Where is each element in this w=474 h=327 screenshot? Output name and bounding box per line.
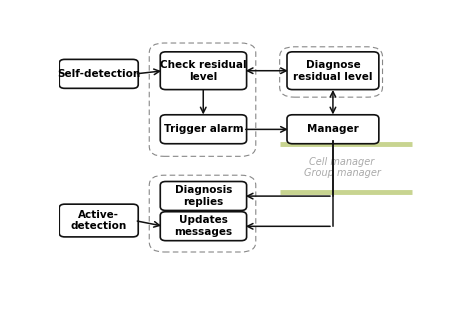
- FancyBboxPatch shape: [160, 52, 246, 90]
- FancyBboxPatch shape: [160, 212, 246, 241]
- Text: Cell manager
Group manager: Cell manager Group manager: [304, 157, 381, 179]
- Text: Trigger alarm: Trigger alarm: [164, 124, 243, 134]
- FancyBboxPatch shape: [287, 115, 379, 144]
- FancyBboxPatch shape: [160, 181, 246, 211]
- FancyBboxPatch shape: [59, 204, 138, 237]
- FancyBboxPatch shape: [160, 115, 246, 144]
- FancyBboxPatch shape: [59, 60, 138, 88]
- Text: Updates
messages: Updates messages: [174, 215, 233, 237]
- Text: Check residual
level: Check residual level: [160, 60, 247, 81]
- Text: Self-detection: Self-detection: [57, 69, 140, 79]
- Text: Manager: Manager: [307, 124, 359, 134]
- Text: Active-
detection: Active- detection: [71, 210, 127, 231]
- Text: Diagnose
residual level: Diagnose residual level: [293, 60, 373, 81]
- FancyBboxPatch shape: [287, 52, 379, 90]
- Text: Diagnosis
replies: Diagnosis replies: [175, 185, 232, 207]
